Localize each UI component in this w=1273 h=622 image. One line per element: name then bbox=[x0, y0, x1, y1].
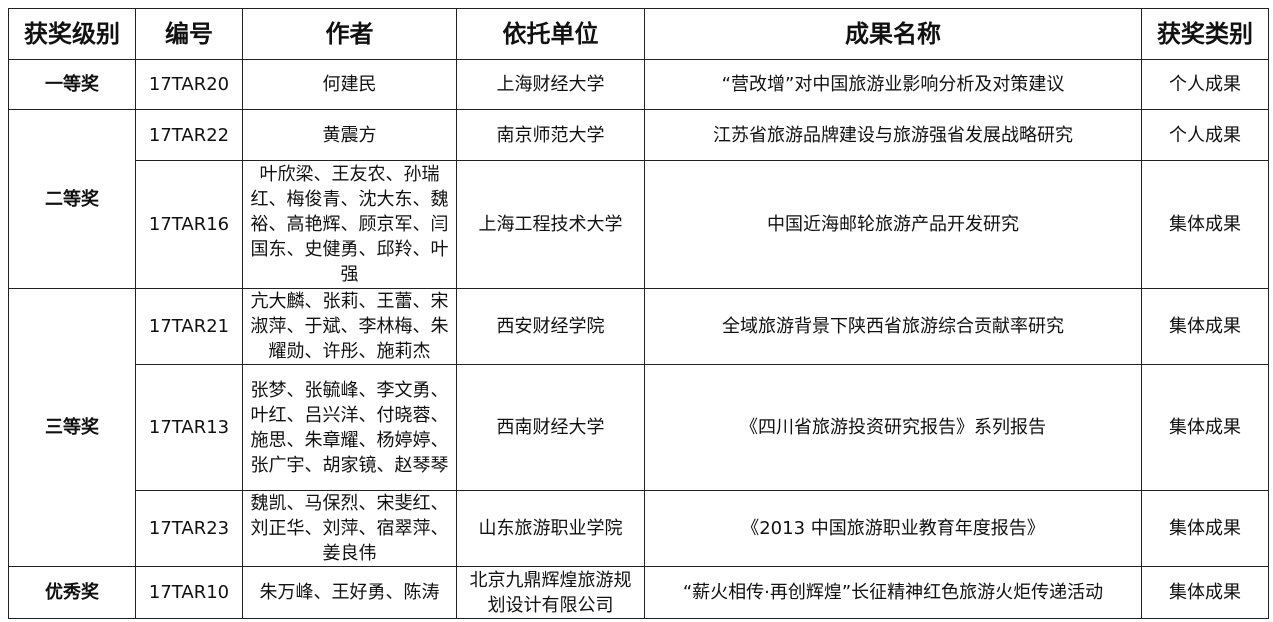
level-cell: 三等奖 bbox=[8, 288, 136, 567]
id-cell: 17TAR21 bbox=[135, 288, 243, 365]
type-cell: 集体成果 bbox=[1141, 160, 1269, 289]
id-cell: 17TAR16 bbox=[135, 160, 243, 289]
level-cell: 优秀奖 bbox=[8, 566, 136, 619]
unit-cell: 南京师范大学 bbox=[456, 109, 645, 161]
type-cell: 个人成果 bbox=[1141, 109, 1269, 161]
table-row: 17TAR16 叶欣梁、王友农、孙瑞红、梅俊青、沈大东、魏裕、高艳辉、顾京军、闫… bbox=[9, 160, 1269, 289]
table-row: 17TAR23 魏凯、马保烈、宋斐红、刘正华、刘萍、宿翠萍、姜良伟 山东旅游职业… bbox=[9, 490, 1269, 567]
type-cell: 集体成果 bbox=[1141, 288, 1269, 365]
title-cell: “薪火相传·再创辉煌”长征精神红色旅游火炬传递活动 bbox=[644, 566, 1142, 619]
header-type: 获奖类别 bbox=[1141, 8, 1269, 60]
header-title: 成果名称 bbox=[644, 8, 1142, 60]
authors-cell: 亢大麟、张莉、王蕾、宋淑萍、于斌、李林梅、朱耀勋、许彤、施莉杰 bbox=[242, 288, 457, 365]
table-row: 优秀奖 17TAR10 朱万峰、王好勇、陈涛 北京九鼎辉煌旅游规划设计有限公司 … bbox=[8, 566, 1269, 619]
header-id: 编号 bbox=[135, 8, 243, 60]
header-authors: 作者 bbox=[242, 8, 457, 60]
table-row: 一等奖 17TAR20 何建民 上海财经大学 “营改增”对中国旅游业影响分析及对… bbox=[8, 59, 1269, 110]
title-cell: 江苏省旅游品牌建设与旅游强省发展战略研究 bbox=[644, 109, 1142, 161]
unit-cell: 西南财经大学 bbox=[456, 364, 645, 491]
unit-cell: 山东旅游职业学院 bbox=[456, 490, 645, 567]
id-cell: 17TAR22 bbox=[135, 109, 243, 161]
header-row: 获奖级别 编号 作者 依托单位 成果名称 获奖类别 bbox=[8, 8, 1269, 60]
authors-cell: 叶欣梁、王友农、孙瑞红、梅俊青、沈大东、魏裕、高艳辉、顾京军、闫国东、史健勇、邱… bbox=[242, 160, 457, 289]
title-cell: 《2013 中国旅游职业教育年度报告》 bbox=[644, 490, 1142, 567]
type-cell: 集体成果 bbox=[1141, 490, 1269, 567]
awards-table: 获奖级别 编号 作者 依托单位 成果名称 获奖类别 一等奖 17TAR20 何建… bbox=[8, 8, 1269, 619]
authors-cell: 魏凯、马保烈、宋斐红、刘正华、刘萍、宿翠萍、姜良伟 bbox=[242, 490, 457, 567]
authors-cell: 黄震方 bbox=[242, 109, 457, 161]
authors-cell: 张梦、张毓峰、李文勇、叶红、吕兴洋、付晓蓉、施思、朱章耀、杨婷婷、张广宇、胡家镜… bbox=[242, 364, 457, 491]
table-row: 17TAR13 张梦、张毓峰、李文勇、叶红、吕兴洋、付晓蓉、施思、朱章耀、杨婷婷… bbox=[9, 364, 1269, 491]
type-cell: 集体成果 bbox=[1141, 566, 1269, 619]
authors-cell: 朱万峰、王好勇、陈涛 bbox=[242, 566, 457, 619]
id-cell: 17TAR20 bbox=[135, 59, 243, 110]
type-cell: 集体成果 bbox=[1141, 364, 1269, 491]
id-cell: 17TAR10 bbox=[135, 566, 243, 619]
title-cell: 中国近海邮轮旅游产品开发研究 bbox=[644, 160, 1142, 289]
header-unit: 依托单位 bbox=[456, 8, 645, 60]
title-cell: 全域旅游背景下陕西省旅游综合贡献率研究 bbox=[644, 288, 1142, 365]
unit-cell: 西安财经学院 bbox=[456, 288, 645, 365]
title-cell: “营改增”对中国旅游业影响分析及对策建议 bbox=[644, 59, 1142, 110]
id-cell: 17TAR13 bbox=[135, 364, 243, 491]
table-row: 二等奖 17TAR22 黄震方 南京师范大学 江苏省旅游品牌建设与旅游强省发展战… bbox=[8, 109, 1269, 289]
table-row: 三等奖 17TAR21 亢大麟、张莉、王蕾、宋淑萍、于斌、李林梅、朱耀勋、许彤、… bbox=[8, 288, 1269, 567]
title-cell: 《四川省旅游投资研究报告》系列报告 bbox=[644, 364, 1142, 491]
level-cell: 二等奖 bbox=[8, 109, 136, 289]
id-cell: 17TAR23 bbox=[135, 490, 243, 567]
unit-cell: 上海财经大学 bbox=[456, 59, 645, 110]
unit-cell: 上海工程技术大学 bbox=[456, 160, 645, 289]
type-cell: 个人成果 bbox=[1141, 59, 1269, 110]
header-level: 获奖级别 bbox=[8, 8, 136, 60]
authors-cell: 何建民 bbox=[242, 59, 457, 110]
level-cell: 一等奖 bbox=[8, 59, 136, 110]
unit-cell: 北京九鼎辉煌旅游规划设计有限公司 bbox=[456, 566, 645, 619]
